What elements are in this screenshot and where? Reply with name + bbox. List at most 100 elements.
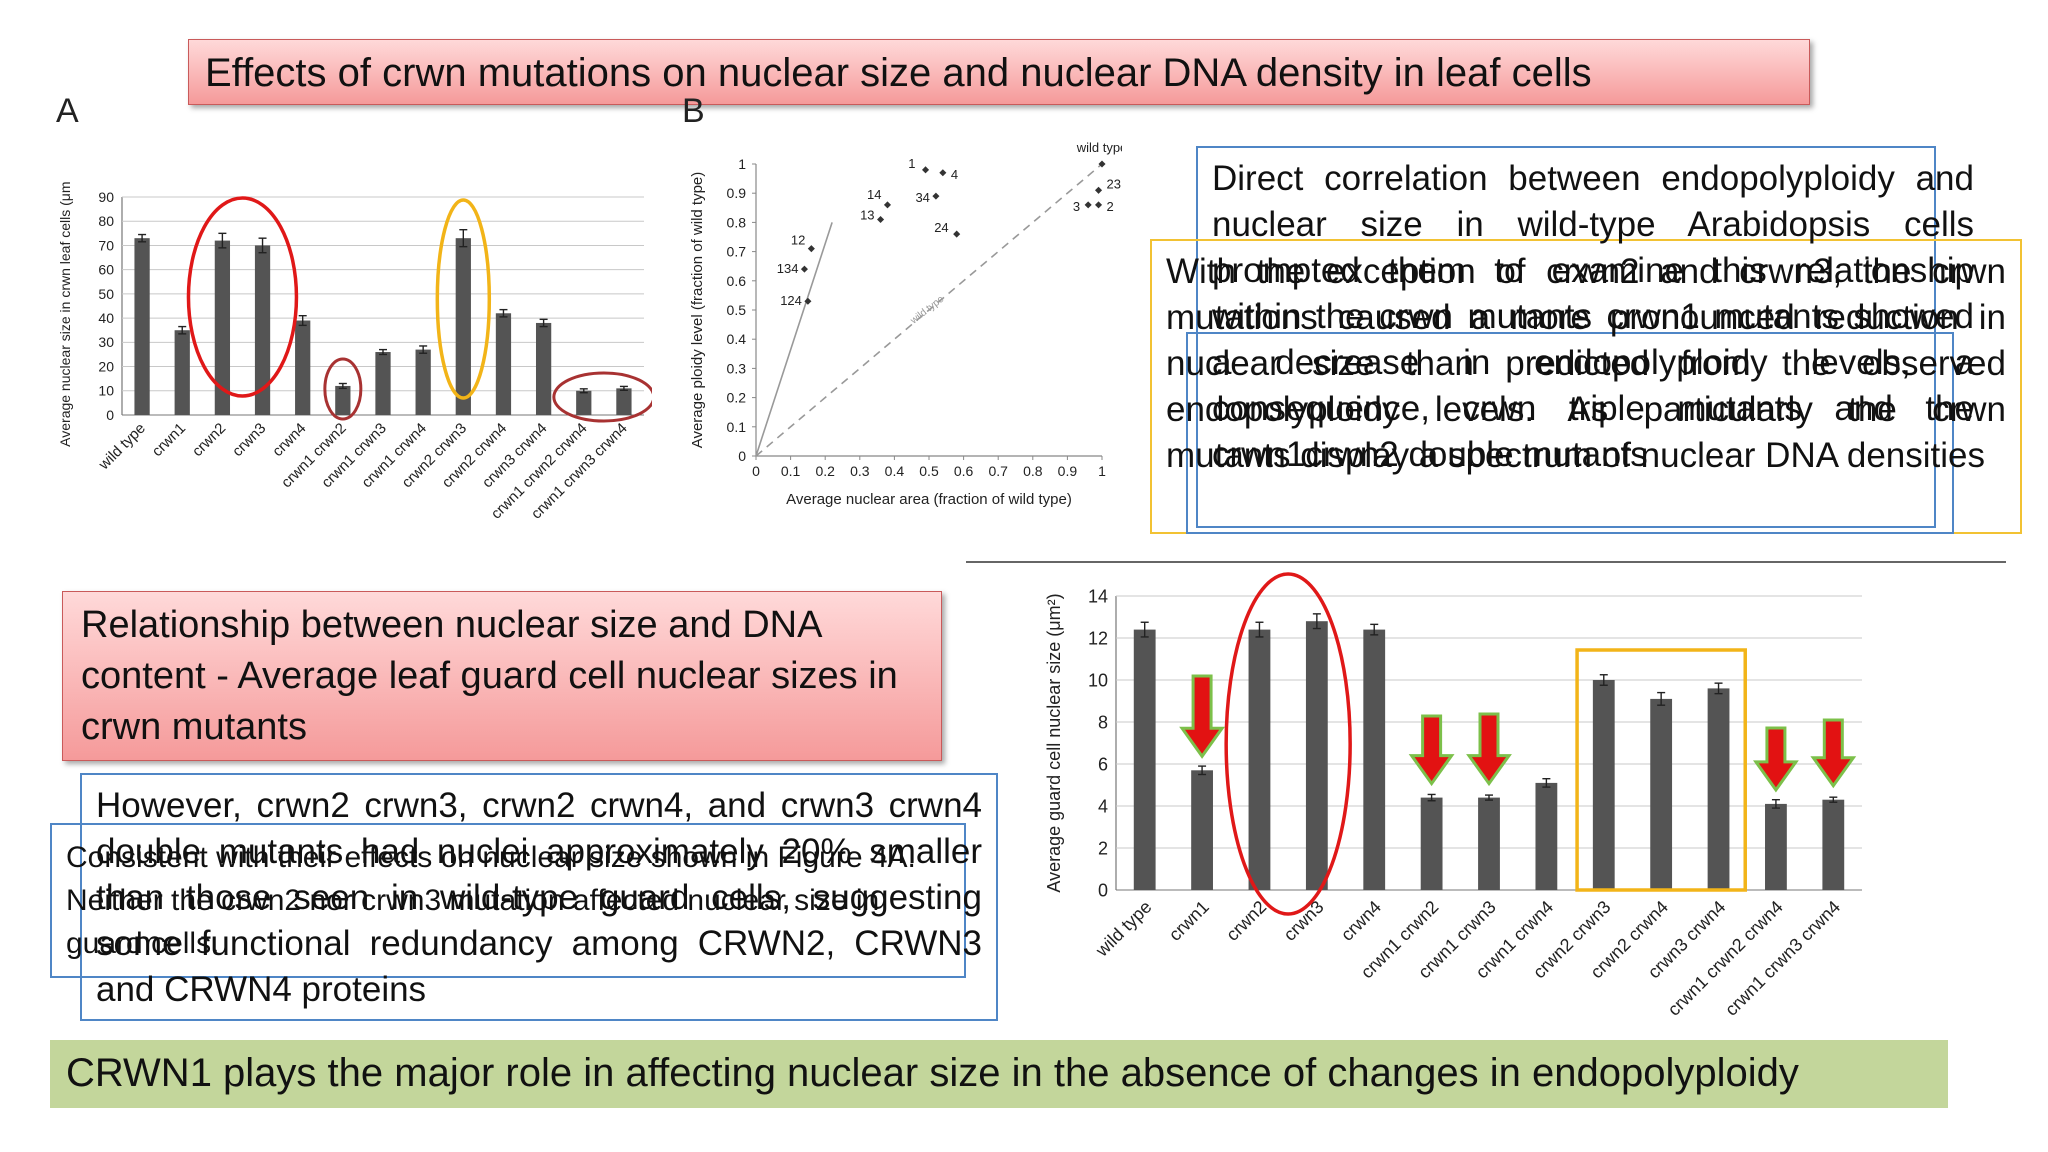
data-point bbox=[1084, 201, 1092, 209]
y-tick-label: 8 bbox=[1098, 712, 1108, 732]
data-point bbox=[1095, 186, 1103, 194]
x-tick-label: 0.1 bbox=[781, 463, 801, 479]
down-arrow-icon bbox=[1179, 674, 1225, 759]
data-point bbox=[953, 230, 961, 238]
bar-crwn1 bbox=[174, 330, 190, 415]
y-tick-label: 0.4 bbox=[727, 331, 747, 347]
bar-crwn3-crwn4 bbox=[535, 322, 552, 415]
yellow-box-highlight bbox=[1575, 648, 1747, 892]
y-tick-label: 0.3 bbox=[727, 360, 747, 376]
y-tick-label: 2 bbox=[1098, 838, 1108, 858]
y-tick-label: 0 bbox=[106, 407, 114, 423]
yellow-circle-highlight bbox=[435, 198, 492, 400]
y-tick-label: 0 bbox=[738, 448, 746, 464]
y-tick-label: 12 bbox=[1088, 628, 1108, 648]
y-tick-label: 4 bbox=[1098, 796, 1108, 816]
bar-crwn4 bbox=[295, 320, 311, 415]
x-tick-label: 0 bbox=[752, 463, 760, 479]
y-tick-label: 0.2 bbox=[727, 390, 747, 406]
x-category-label: wild type bbox=[95, 420, 149, 474]
y-axis-label: Average guard cell nuclear size (μm²) bbox=[1044, 593, 1064, 892]
y-tick-label: 70 bbox=[98, 237, 114, 253]
point-label: 124 bbox=[780, 293, 802, 308]
slide-title-box: Effects of crwn mutations on nuclear siz… bbox=[188, 39, 1810, 105]
chart-b-ploidy-vs-area: 0 0.1 0.2 0.3 0.4 0.5 0.6 0.7 0.8 0.9 1 0 0.1 0.2 0.3 0… bbox=[689, 140, 1122, 508]
y-tick-label: 60 bbox=[98, 262, 114, 278]
text-blue-right: Direct correlation between endopolyploid… bbox=[1212, 159, 1974, 474]
y-axis-label: Average nuclear size in crwn leaf cells … bbox=[57, 180, 73, 447]
data-point bbox=[922, 166, 930, 174]
y-tick-label: 0.6 bbox=[727, 273, 747, 289]
point-label: 2 bbox=[1107, 199, 1114, 214]
x-category-label: crwn1 bbox=[1165, 897, 1213, 945]
point-label: 4 bbox=[951, 167, 958, 182]
bar-crwn2-crwn3 bbox=[455, 238, 471, 415]
data-point bbox=[877, 215, 885, 224]
x-category-label: crwn1 bbox=[149, 420, 189, 460]
data-point bbox=[883, 201, 892, 209]
text-blue-left-top: However, crwn2 crwn3, crwn2 crwn4, and c… bbox=[96, 786, 982, 1009]
bar-crwn1-crwn4 bbox=[1535, 782, 1558, 890]
y-tick-label: 0.7 bbox=[727, 244, 747, 260]
x-tick-label: 0.9 bbox=[1058, 463, 1078, 479]
dark-red-circle-highlight bbox=[323, 357, 363, 421]
y-tick-label: 0.5 bbox=[727, 302, 747, 318]
dark-red-circle-highlight bbox=[552, 371, 652, 423]
bar-crwn1-crwn2 bbox=[1420, 797, 1443, 890]
y-tick-label: 10 bbox=[1088, 670, 1108, 690]
panel-b-letter: B bbox=[682, 92, 705, 130]
bar-crwn1-crwn3-crwn4 bbox=[616, 388, 632, 415]
bar-crwn1-crwn4 bbox=[415, 349, 431, 415]
y-tick-label: 40 bbox=[98, 310, 114, 326]
bar-crwn1-crwn2 bbox=[335, 385, 351, 415]
x-category-label: crwn4 bbox=[1337, 897, 1385, 945]
data-point bbox=[932, 192, 940, 200]
x-axis-label: Average nuclear area (fraction of wild t… bbox=[786, 491, 1072, 508]
x-tick-label: 0.5 bbox=[919, 463, 939, 479]
bar-crwn2-crwn3 bbox=[1592, 680, 1615, 890]
y-tick-label: 0.9 bbox=[727, 185, 747, 201]
down-arrow-icon bbox=[1753, 726, 1799, 793]
x-tick-label: 0.7 bbox=[988, 463, 1008, 479]
section-divider bbox=[966, 561, 2006, 563]
x-category-label: wild type bbox=[1091, 897, 1155, 961]
point-label: 24 bbox=[934, 220, 948, 235]
bar-crwn1-crwn3 bbox=[375, 352, 391, 415]
y-tick-label: 0 bbox=[1098, 880, 1108, 900]
y-tick-label: 14 bbox=[1088, 586, 1108, 606]
point-label: 134 bbox=[777, 261, 799, 276]
crwn-trend-line bbox=[755, 222, 833, 457]
bar-wild-type bbox=[134, 238, 150, 415]
bar-crwn1-crwn3 bbox=[1478, 797, 1500, 890]
data-point bbox=[807, 245, 815, 253]
data-point bbox=[939, 169, 947, 177]
conclusion-text: CRWN1 plays the major role in affecting … bbox=[66, 1051, 1799, 1095]
data-point bbox=[800, 265, 808, 273]
red-circle-highlight bbox=[186, 196, 299, 398]
section2-title-box: Relationship between nuclear size and DN… bbox=[62, 591, 942, 761]
point-label: 34 bbox=[915, 190, 929, 205]
chart-a-leaf-nuclear-size: 0 10 20 30 40 50 60 70 80 90 wild type crwn1 crwn2 cr… bbox=[57, 180, 652, 523]
red-circle-highlight bbox=[1224, 572, 1352, 916]
x-tick-label: 0.6 bbox=[954, 463, 974, 479]
data-point bbox=[1095, 201, 1103, 209]
bar-crwn1-crwn3-crwn4 bbox=[1822, 799, 1845, 890]
bar-crwn2-crwn4 bbox=[495, 313, 512, 415]
x-tick-label: 0.8 bbox=[1023, 463, 1043, 479]
panel-a-letter: A bbox=[56, 92, 79, 130]
conclusion-banner: CRWN1 plays the major role in affecting … bbox=[50, 1040, 1948, 1108]
point-label: 1 bbox=[908, 156, 915, 171]
bar-crwn3 bbox=[254, 245, 271, 415]
down-arrow-icon bbox=[1408, 714, 1455, 787]
x-category-label: crwn2 bbox=[189, 420, 229, 460]
bar-crwn1 bbox=[1191, 770, 1213, 890]
y-tick-label: 50 bbox=[98, 286, 114, 302]
x-tick-label: 1 bbox=[1098, 463, 1106, 479]
point-label: 23 bbox=[1107, 176, 1121, 191]
bar-wild-type bbox=[1133, 629, 1156, 890]
y-tick-label: 1 bbox=[738, 156, 746, 172]
bar-crwn3-crwn4 bbox=[1707, 688, 1730, 890]
x-tick-label: 0.4 bbox=[885, 463, 905, 479]
text-blue-left-overlap: Consistent with their effects on nuclear… bbox=[66, 841, 916, 960]
y-tick-label: 20 bbox=[98, 358, 114, 374]
